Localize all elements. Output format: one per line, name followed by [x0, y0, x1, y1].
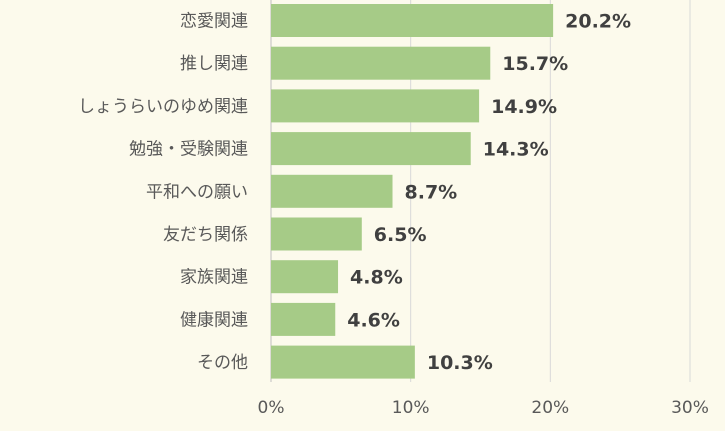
data-label: 4.8% — [350, 267, 403, 289]
data-label: 20.2% — [565, 11, 631, 33]
category-label: その他 — [197, 353, 248, 373]
bar — [271, 89, 480, 123]
category-label: 平和への願い — [146, 182, 248, 202]
bar — [271, 260, 339, 294]
bar — [271, 132, 471, 166]
bar — [271, 217, 362, 251]
bar — [271, 46, 491, 80]
data-label: 4.6% — [347, 309, 400, 331]
bar — [271, 345, 415, 379]
data-label: 8.7% — [405, 181, 458, 203]
category-label: 健康関連 — [180, 310, 248, 330]
category-label: 友だち関係 — [163, 225, 248, 245]
data-label: 10.3% — [427, 352, 493, 374]
category-label: 家族関連 — [180, 268, 248, 288]
x-tick-label: 30% — [671, 398, 709, 418]
x-tick-label: 20% — [531, 398, 569, 418]
category-label: しょうらいのゆめ関連 — [78, 97, 248, 117]
x-tick-label: 0% — [258, 398, 285, 418]
category-label: 恋愛関連 — [180, 11, 248, 32]
bar — [271, 302, 336, 336]
category-label: 勉強・受験関連 — [129, 140, 248, 160]
bar — [271, 4, 554, 37]
category-label: 推し関連 — [180, 54, 248, 74]
data-label: 14.3% — [483, 139, 549, 161]
data-label: 6.5% — [374, 224, 427, 246]
data-label: 14.9% — [491, 96, 557, 118]
bar — [271, 174, 393, 208]
x-tick-label: 10% — [392, 398, 430, 418]
data-label: 15.7% — [502, 53, 568, 75]
